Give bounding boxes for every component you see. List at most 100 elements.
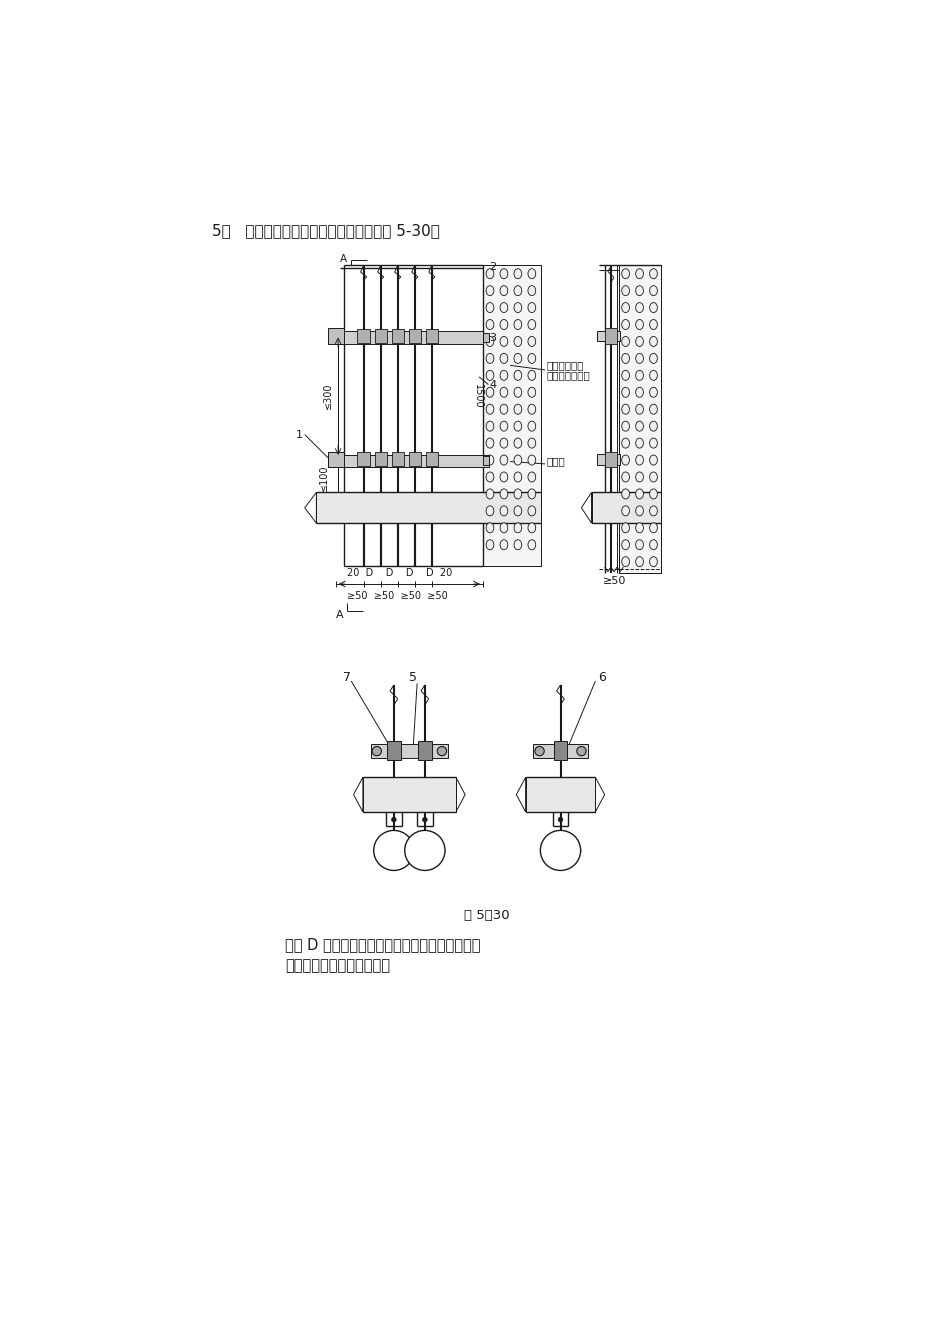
- Text: 3: 3: [489, 332, 496, 343]
- Ellipse shape: [636, 556, 643, 567]
- Ellipse shape: [514, 371, 522, 380]
- Ellipse shape: [650, 472, 657, 482]
- Bar: [483, 333, 489, 343]
- Ellipse shape: [528, 438, 536, 448]
- Ellipse shape: [514, 505, 522, 516]
- Ellipse shape: [636, 472, 643, 482]
- Bar: [618, 265, 661, 574]
- Ellipse shape: [621, 421, 630, 431]
- Text: 1: 1: [296, 430, 303, 439]
- Ellipse shape: [528, 302, 536, 313]
- Ellipse shape: [636, 489, 643, 499]
- Bar: [363, 777, 456, 812]
- Ellipse shape: [500, 405, 508, 414]
- Ellipse shape: [621, 472, 630, 482]
- Ellipse shape: [528, 456, 536, 465]
- Ellipse shape: [486, 336, 494, 347]
- Ellipse shape: [636, 405, 643, 414]
- Ellipse shape: [636, 505, 643, 516]
- Text: 6: 6: [598, 671, 605, 684]
- Ellipse shape: [636, 421, 643, 431]
- Ellipse shape: [514, 336, 522, 347]
- Bar: [363, 777, 456, 812]
- Ellipse shape: [528, 523, 536, 532]
- Ellipse shape: [528, 371, 536, 380]
- Bar: [391, 453, 404, 466]
- Ellipse shape: [486, 286, 494, 296]
- Bar: [483, 265, 542, 566]
- Ellipse shape: [621, 387, 630, 398]
- Bar: [328, 452, 344, 466]
- Text: 5: 5: [409, 671, 417, 684]
- Ellipse shape: [514, 269, 522, 278]
- Ellipse shape: [514, 286, 522, 296]
- Ellipse shape: [514, 302, 522, 313]
- Ellipse shape: [486, 421, 494, 431]
- Text: 管口内封堵防: 管口内封堵防: [546, 360, 584, 371]
- Ellipse shape: [650, 302, 657, 313]
- Bar: [316, 492, 542, 523]
- Bar: [592, 492, 661, 523]
- Text: 7: 7: [344, 671, 352, 684]
- Polygon shape: [581, 492, 592, 523]
- Ellipse shape: [500, 353, 508, 363]
- Ellipse shape: [650, 269, 657, 278]
- Text: 1500: 1500: [472, 384, 483, 409]
- Ellipse shape: [528, 540, 536, 550]
- Ellipse shape: [500, 472, 508, 482]
- Circle shape: [437, 746, 446, 755]
- Text: A: A: [340, 254, 348, 263]
- Ellipse shape: [650, 336, 657, 347]
- Ellipse shape: [636, 353, 643, 363]
- Ellipse shape: [514, 387, 522, 398]
- Ellipse shape: [486, 353, 494, 363]
- Ellipse shape: [621, 489, 630, 499]
- Bar: [597, 331, 620, 341]
- Bar: [374, 329, 387, 343]
- Ellipse shape: [650, 405, 657, 414]
- Text: 图 5－30: 图 5－30: [464, 910, 510, 922]
- Text: ≥50  ≥50  ≥50  ≥50: ≥50 ≥50 ≥50 ≥50: [348, 591, 448, 601]
- Ellipse shape: [500, 387, 508, 398]
- Bar: [357, 329, 370, 343]
- Ellipse shape: [500, 302, 508, 313]
- Ellipse shape: [528, 286, 536, 296]
- Ellipse shape: [514, 405, 522, 414]
- Ellipse shape: [650, 353, 657, 363]
- Ellipse shape: [514, 489, 522, 499]
- Ellipse shape: [500, 371, 508, 380]
- Ellipse shape: [486, 438, 494, 448]
- Text: 火堵料或石棉绳: 火堵料或石棉绳: [546, 371, 590, 380]
- Bar: [426, 453, 438, 466]
- Ellipse shape: [500, 438, 508, 448]
- Circle shape: [423, 817, 428, 823]
- Ellipse shape: [528, 489, 536, 499]
- Ellipse shape: [486, 269, 494, 278]
- Ellipse shape: [636, 456, 643, 465]
- Ellipse shape: [636, 540, 643, 550]
- Text: 图中 D 表示保护管外径。当电缆根数较多或规格: 图中 D 表示保护管外径。当电缆根数较多或规格: [285, 938, 481, 953]
- Ellipse shape: [486, 472, 494, 482]
- Ellipse shape: [650, 286, 657, 296]
- Ellipse shape: [528, 320, 536, 329]
- Bar: [418, 741, 432, 759]
- Ellipse shape: [486, 540, 494, 550]
- Text: ≤100: ≤100: [319, 465, 329, 491]
- Ellipse shape: [500, 336, 508, 347]
- Ellipse shape: [636, 371, 643, 380]
- Bar: [408, 329, 421, 343]
- Ellipse shape: [528, 387, 536, 398]
- Ellipse shape: [486, 405, 494, 414]
- Bar: [597, 454, 620, 465]
- Bar: [426, 329, 438, 343]
- Ellipse shape: [500, 505, 508, 516]
- Ellipse shape: [514, 472, 522, 482]
- Circle shape: [405, 831, 445, 871]
- Bar: [391, 329, 404, 343]
- Bar: [370, 745, 448, 758]
- Ellipse shape: [621, 269, 630, 278]
- Ellipse shape: [486, 302, 494, 313]
- Ellipse shape: [486, 320, 494, 329]
- Ellipse shape: [514, 320, 522, 329]
- Bar: [328, 454, 489, 466]
